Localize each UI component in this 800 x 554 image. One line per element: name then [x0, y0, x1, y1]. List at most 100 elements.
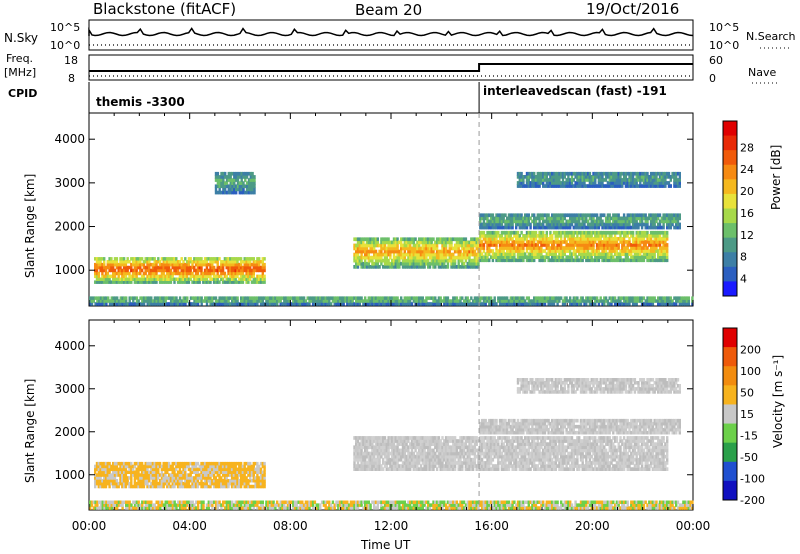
- heatmap-cell: [516, 243, 520, 247]
- heatmap-cell: [187, 302, 191, 306]
- heatmap-cell: [590, 234, 593, 238]
- heatmap-cell: [637, 299, 640, 303]
- heatmap-cell: [378, 265, 381, 269]
- heatmap-cell: [484, 240, 487, 244]
- heatmap-cell: [484, 299, 487, 303]
- heatmap-cell: [613, 252, 617, 256]
- heatmap-cell: [488, 258, 491, 263]
- heatmap-cell: [450, 240, 453, 245]
- heatmap-cell: [513, 234, 516, 238]
- heatmap-cell: [556, 225, 559, 230]
- heatmap-cell: [473, 252, 477, 257]
- heatmap-cell: [234, 296, 237, 300]
- heatmap-cell: [594, 249, 597, 253]
- heatmap-cell: [423, 299, 426, 303]
- heatmap-cell: [470, 261, 473, 266]
- heatmap-cell: [506, 234, 509, 238]
- heatmap-cell: [428, 249, 432, 254]
- heatmap-cell: [103, 274, 106, 279]
- heatmap-cell: [484, 213, 487, 218]
- heatmap-cell: [211, 265, 214, 270]
- heatmap-cell: [651, 184, 655, 188]
- heatmap-cell: [660, 225, 663, 230]
- heatmap-cell: [563, 216, 566, 221]
- heatmap-cell: [540, 237, 543, 241]
- heatmap-cell: [461, 258, 464, 263]
- heatmap-cell: [115, 277, 119, 281]
- heatmap-cell: [673, 171, 676, 176]
- heatmap-cell: [551, 175, 554, 179]
- heatmap-cell: [396, 265, 399, 269]
- heatmap-cell: [518, 225, 521, 230]
- heatmap-cell: [522, 216, 525, 221]
- heatmap-cell: [522, 219, 525, 224]
- heatmap-cell: [229, 268, 232, 273]
- heatmap-cell: [509, 302, 512, 306]
- heatmap-cell: [200, 257, 203, 261]
- heatmap-cell: [588, 178, 592, 182]
- heatmap-cell: [531, 299, 534, 303]
- heatmap-cell: [669, 296, 672, 300]
- heatmap-cell: [94, 271, 97, 276]
- heatmap-cell: [392, 299, 396, 303]
- heatmap-cell: [254, 302, 257, 306]
- heatmap-cell: [507, 249, 511, 253]
- heatmap-cell: [457, 249, 460, 254]
- heatmap-cell: [239, 280, 243, 284]
- heatmap-cell: [509, 255, 512, 259]
- heatmap-cell: [373, 249, 376, 254]
- heatmap-cell: [648, 225, 651, 230]
- heatmap-cell: [252, 280, 255, 284]
- heatmap-cell: [371, 243, 374, 248]
- heatmap-cell: [624, 222, 628, 227]
- heatmap-cell: [95, 277, 99, 281]
- heatmap-cell: [153, 302, 157, 306]
- heatmap-cell: [224, 184, 227, 189]
- heatmap-cell: [534, 222, 538, 227]
- heatmap-cell: [617, 181, 620, 185]
- heatmap-cell: [251, 190, 254, 195]
- heatmap-cell: [355, 265, 358, 269]
- heatmap-cell: [484, 252, 487, 256]
- heatmap-cell: [387, 240, 390, 245]
- heatmap-cell: [279, 302, 282, 306]
- heatmap-cell: [585, 234, 588, 238]
- heatmap-cell: [468, 246, 471, 251]
- heatmap-cell: [612, 213, 615, 218]
- heatmap-cell: [489, 234, 493, 238]
- heatmap-cell: [167, 262, 171, 267]
- heatmap-cell: [225, 296, 228, 300]
- heatmap-cell: [613, 237, 617, 241]
- heatmap-cell: [502, 240, 505, 244]
- heatmap-cell: [624, 225, 628, 230]
- heatmap-cell: [516, 302, 520, 306]
- heatmap-cell: [637, 225, 640, 230]
- heatmap-cell: [552, 230, 556, 235]
- heatmap-cell: [425, 237, 428, 242]
- heatmap-cell: [630, 184, 633, 188]
- heatmap-cell: [518, 296, 521, 300]
- heatmap-cell: [624, 181, 628, 185]
- heatmap-cell: [556, 222, 559, 227]
- heatmap-cell: [588, 184, 592, 188]
- heatmap-cell: [624, 296, 628, 300]
- heatmap-cell: [506, 237, 509, 241]
- heatmap-cell: [613, 240, 617, 244]
- heatmap-cell: [98, 296, 101, 300]
- heatmap-cell: [410, 296, 414, 300]
- heatmap-cell: [427, 240, 430, 245]
- heatmap-cell: [155, 262, 158, 267]
- heatmap-cell: [619, 240, 622, 244]
- heatmap-cell: [552, 175, 556, 179]
- heatmap-cell: [502, 216, 505, 221]
- heatmap-cell: [522, 225, 525, 230]
- heatmap-cell: [556, 243, 559, 247]
- heatmap-cell: [586, 296, 590, 300]
- heatmap-cell: [392, 258, 396, 263]
- heatmap-cell: [409, 243, 412, 248]
- heatmap-cell: [448, 302, 451, 306]
- heatmap-cell: [527, 171, 530, 176]
- heatmap-cell: [597, 252, 601, 256]
- heatmap-cell: [569, 171, 572, 176]
- heatmap-cell: [329, 302, 333, 306]
